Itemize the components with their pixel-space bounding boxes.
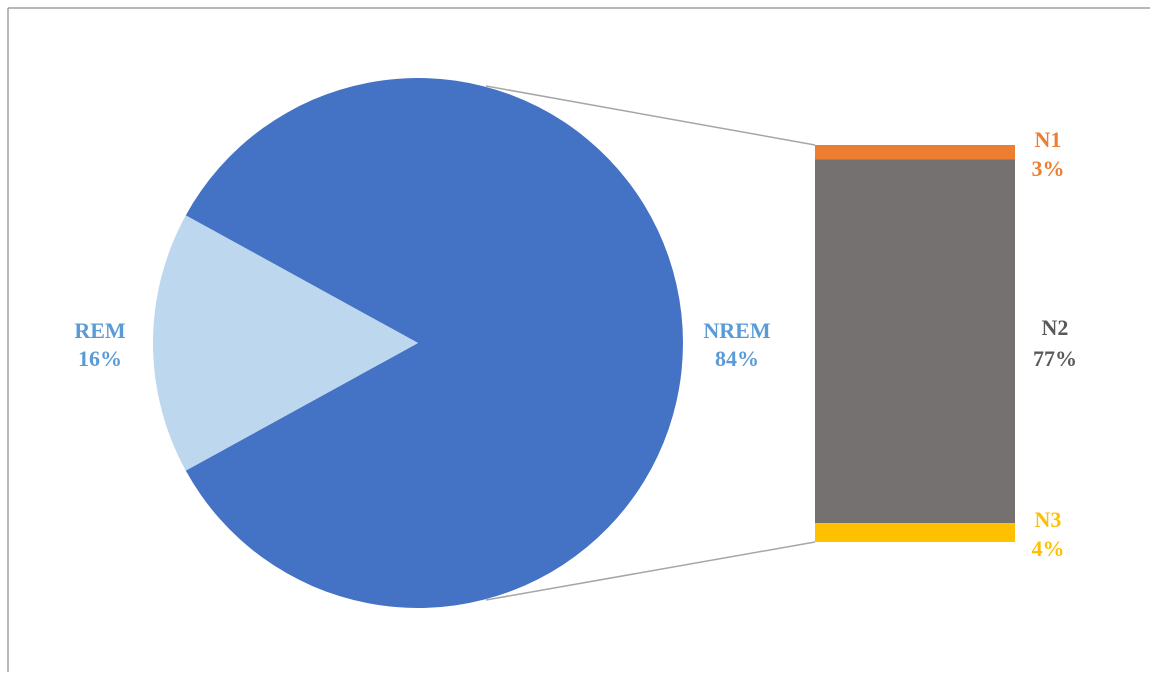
pie-slice-nrem [185, 78, 683, 609]
bar-segment-n2 [815, 159, 1015, 524]
label-nrem-name: NREM [703, 318, 770, 343]
pie-slice-rem [153, 215, 419, 471]
label-n3-name: N3 [1035, 507, 1062, 532]
label-rem-percent: 16% [78, 346, 122, 371]
label-n1-name: N1 [1035, 127, 1062, 152]
connector-line-top [485, 85, 816, 146]
connector-line-bottom [485, 541, 816, 601]
label-n2-percent: 77% [1033, 346, 1077, 371]
bar-segment-n1 [815, 145, 1015, 160]
label-n3-percent: 4% [1032, 536, 1065, 561]
label-nrem-percent: 84% [715, 346, 759, 371]
label-n1-percent: 3% [1032, 156, 1065, 181]
bar-segment-n3 [815, 523, 1015, 542]
label-n2-name: N2 [1042, 315, 1069, 340]
label-rem-name: REM [74, 318, 126, 343]
